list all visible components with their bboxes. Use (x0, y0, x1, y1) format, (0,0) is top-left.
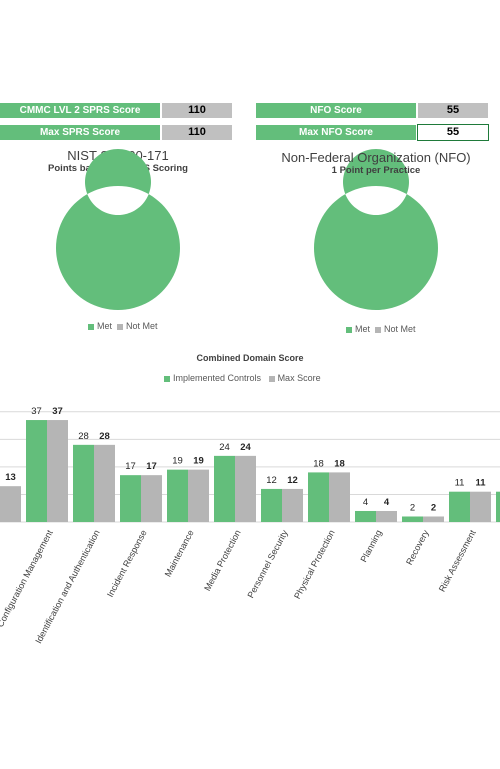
category-tick-label: Recovery (404, 528, 431, 567)
bar-max (47, 420, 68, 522)
bar-data-label: 11 (475, 478, 486, 489)
max-sprs-label: Max SPRS Score (0, 125, 160, 140)
bar-implemented (261, 488, 282, 522)
bar-implemented (120, 475, 141, 522)
nfo-score-value[interactable]: 55 (418, 103, 488, 118)
bar-data-label: 18 (313, 458, 324, 469)
category-tick-label: Maintenance (163, 528, 196, 578)
bar-implemented (73, 444, 94, 522)
donut-slice-met (313, 149, 438, 310)
bar-data-label: 12 (287, 475, 298, 486)
bar-max (235, 455, 256, 522)
legend-not-met-swatch (375, 326, 382, 333)
bar-max (423, 516, 444, 522)
max-nfo-value[interactable]: 55 (417, 124, 489, 141)
nfo-legend: Met Not Met (346, 324, 416, 334)
bar-max (470, 491, 491, 522)
legend-not-met-swatch (117, 323, 124, 330)
legend-met-swatch (88, 323, 94, 330)
bar-data-label: 4 (363, 497, 368, 508)
bar-implemented (26, 420, 47, 522)
nfo-chart-title: Non-Federal Organization (NFO) (281, 150, 471, 165)
bar-implemented (402, 516, 423, 522)
cmmc-score-label: CMMC LVL 2 SPRS Score (0, 103, 160, 118)
nist-legend: Met Not Met (88, 321, 158, 331)
nfo-chart-subtitle: 1 Point per Practice (331, 165, 421, 176)
nfo-donut (313, 149, 438, 310)
nist-donut (55, 149, 180, 310)
bar-data-label: 37 (31, 406, 42, 417)
bar-data-label: 13 (5, 472, 16, 483)
bar-data-label: 28 (78, 431, 89, 442)
category-tick-label: Media Protection (202, 528, 243, 592)
bar-data-label: 37 (52, 406, 63, 417)
bar-implemented (167, 469, 188, 522)
bar-max (376, 510, 397, 522)
legend-met-swatch (346, 326, 352, 333)
bar-implemented (214, 455, 235, 522)
bar-data-label: 2 (431, 502, 436, 513)
bar-implemented (308, 472, 329, 522)
bar-max (94, 444, 115, 522)
bar-max (141, 475, 162, 522)
combined-chart-title: Combined Domain Score (196, 353, 304, 363)
bar-data-label: 19 (172, 456, 183, 467)
bar-data-label: 18 (334, 458, 345, 469)
legend-not-met-label: Not Met (384, 324, 416, 334)
bar-implemented (355, 510, 376, 522)
category-tick-label: Physical Protection (292, 528, 337, 600)
bar-data-label: 24 (219, 442, 230, 453)
legend-max-label: Max Score (277, 373, 321, 383)
bar-data-label: 17 (146, 461, 157, 472)
category-tick-label: Personnel Security (245, 528, 290, 600)
max-nfo-label: Max NFO Score (256, 125, 416, 140)
bar-data-label: 4 (384, 497, 390, 508)
bar-implemented (496, 491, 500, 522)
combined-legend: Implemented Controls Max Score (164, 373, 321, 383)
bar-data-label: 24 (240, 442, 251, 453)
legend-met-label: Met (97, 321, 113, 331)
bar-max (0, 486, 21, 522)
category-tick-label: Risk Assessment (437, 528, 478, 594)
bar-data-label: 28 (99, 431, 110, 442)
bar-max (329, 472, 350, 522)
bar-implemented (449, 491, 470, 522)
nfo-score-label: NFO Score (256, 103, 416, 118)
legend-implemented-swatch (164, 375, 170, 382)
bar-data-label: 17 (125, 461, 136, 472)
category-tick-label: Incident Response (105, 528, 149, 599)
bar-data-label: 19 (193, 456, 204, 467)
bar-max (188, 469, 209, 522)
legend-max-swatch (268, 375, 275, 382)
bar-max (282, 488, 303, 522)
cmmc-score-value[interactable]: 110 (162, 103, 232, 118)
legend-implemented-label: Implemented Controls (173, 373, 262, 383)
legend-not-met-label: Not Met (126, 321, 158, 331)
bar-data-label: 12 (266, 475, 277, 486)
category-tick-label: Planning (358, 528, 383, 564)
legend-met-label: Met (355, 324, 371, 334)
donut-slice-met (55, 149, 180, 310)
bar-data-label: 2 (410, 502, 415, 513)
max-sprs-value[interactable]: 110 (162, 125, 232, 140)
bar-data-label: 11 (455, 478, 465, 489)
